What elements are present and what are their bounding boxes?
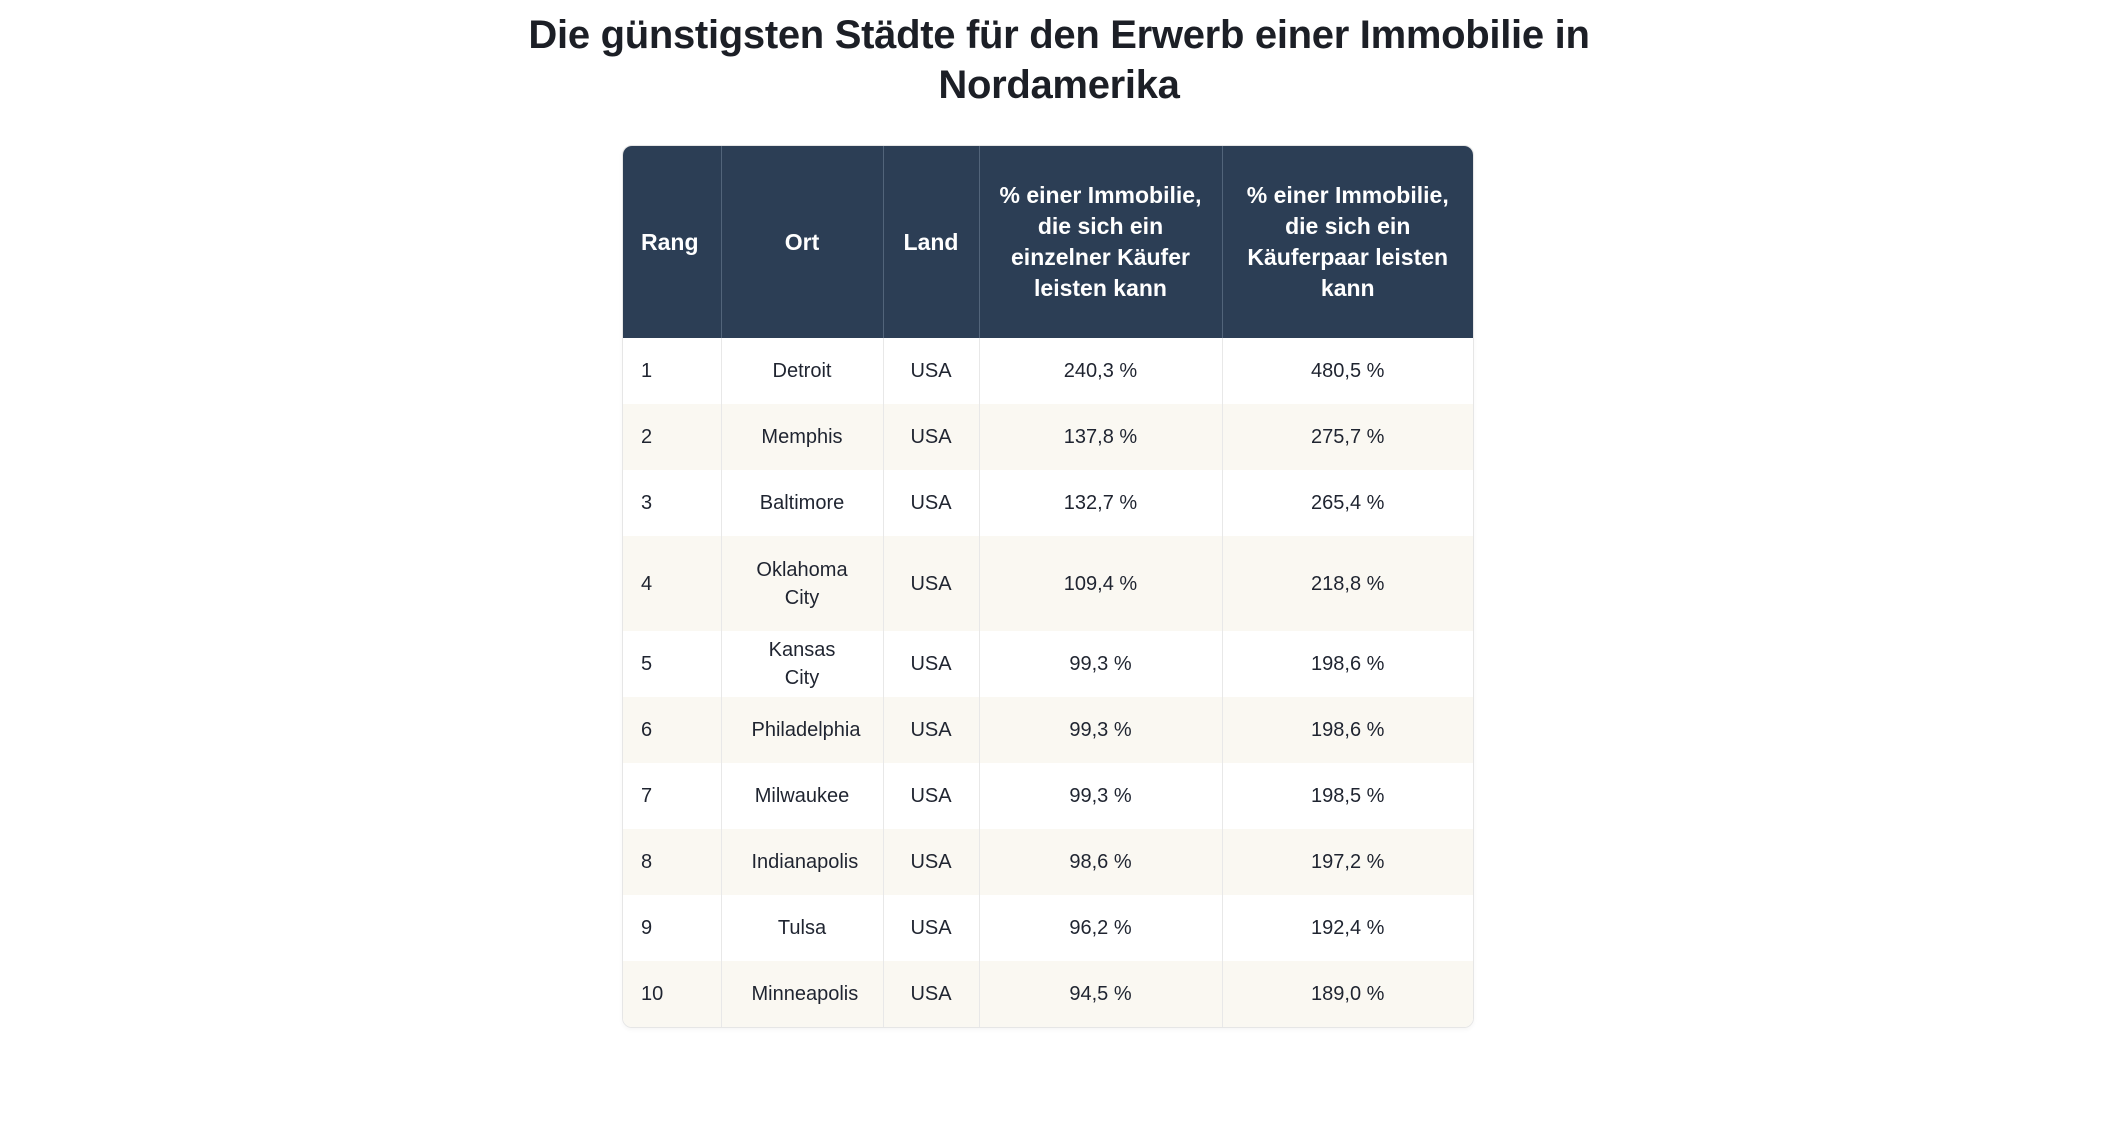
cell-country: USA	[883, 895, 980, 961]
cell-city: Indianapolis	[721, 829, 884, 895]
cell-couple: 480,5 %	[1311, 360, 1385, 382]
cell-country: USA	[883, 697, 980, 763]
table-row: 8 Indianapolis USA 98,6 % 197,2 %	[623, 829, 1473, 895]
cell-city: Tulsa	[721, 895, 884, 961]
cell-rank: 1	[623, 338, 722, 404]
cell-city: Philadelphia	[721, 697, 884, 763]
cell-country: USA	[883, 763, 980, 829]
cell-city: Kansas City	[721, 631, 884, 697]
cell-country: USA	[883, 631, 980, 697]
cell-single-buyer: 94,5 %	[979, 961, 1223, 1027]
cell-rank: 9	[623, 895, 722, 961]
cell-couple: 198,6 %	[1222, 697, 1473, 763]
table-row: 7 Milwaukee USA 99,3 % 198,5 %	[623, 763, 1473, 829]
cell-rank: 7	[623, 763, 722, 829]
cell-couple: 218,8 %	[1222, 536, 1473, 631]
cell-country: USA	[883, 536, 980, 631]
cell-country: USA	[883, 829, 980, 895]
cell-city: Baltimore	[721, 470, 884, 536]
cell-single-buyer: 109,4 %	[979, 536, 1223, 631]
cell-single-buyer: 132,7 %	[979, 470, 1223, 536]
cell-city: Detroit	[721, 338, 884, 404]
cell-city: Minneapolis	[721, 961, 884, 1027]
table-row: 10 Minneapolis USA 94,5 % 189,0 %	[623, 961, 1473, 1027]
cell-rank: 8	[623, 829, 722, 895]
header-country: Land	[883, 146, 980, 338]
cell-rank: 4	[623, 536, 722, 631]
cell-couple: 265,4 %	[1311, 492, 1385, 514]
header-city: Ort	[721, 146, 884, 338]
cell-rank: 5	[623, 631, 722, 697]
cell-couple: 192,4 %	[1311, 917, 1385, 939]
page-title: Die günstigsten Städte für den Erwerb ei…	[528, 13, 1590, 107]
table-row: 4 Oklahoma City USA 109,4 % 218,8 %	[623, 536, 1473, 631]
cell-single-buyer: 240,3 %	[979, 338, 1223, 404]
cell-rank: 10	[623, 961, 722, 1027]
cell-rank: 6	[623, 697, 722, 763]
cell-country: USA	[883, 338, 980, 404]
cell-single-buyer: 99,3 %	[979, 697, 1223, 763]
cell-single-buyer: 99,3 %	[979, 631, 1223, 697]
cell-couple: 197,2 %	[1222, 829, 1473, 895]
cell-rank: 3	[623, 470, 722, 536]
cell-country: USA	[883, 404, 980, 470]
cell-rank: 2	[623, 404, 722, 470]
cell-single-buyer: 98,6 %	[979, 829, 1223, 895]
table-row: 2 Memphis USA 137,8 % 275,7 %	[623, 404, 1473, 470]
affordability-table: Rang Ort Land % einer Immobilie, die sic…	[622, 145, 1474, 1028]
cell-city: Milwaukee	[721, 763, 884, 829]
cell-country: USA	[883, 470, 980, 536]
cell-couple: 189,0 %	[1222, 961, 1473, 1027]
table-header-row: Rang Ort Land % einer Immobilie, die sic…	[623, 146, 1473, 338]
table-row: 1 Detroit USA 240,3 % 480,5 %	[623, 338, 1473, 404]
cell-couple: 275,7 %	[1222, 404, 1473, 470]
cell-single-buyer: 137,8 %	[979, 404, 1223, 470]
header-rank: Rang	[623, 146, 722, 338]
cell-city: Memphis	[721, 404, 884, 470]
cell-single-buyer: 96,2 %	[979, 895, 1223, 961]
cell-country: USA	[883, 961, 980, 1027]
cell-couple: 198,6 %	[1311, 653, 1385, 675]
header-couple: % einer Immobilie, die sich ein Käuferpa…	[1222, 146, 1473, 338]
table-row: 5 Kansas City USA 99,3 % 198,6 %	[623, 631, 1473, 697]
cell-city: Oklahoma City	[721, 536, 884, 631]
table-row: 6 Philadelphia USA 99,3 % 198,6 %	[623, 697, 1473, 763]
cell-couple: 198,5 %	[1311, 785, 1385, 807]
cell-single-buyer: 99,3 %	[979, 763, 1223, 829]
table-row: 3 Baltimore USA 132,7 % 265,4 %	[623, 470, 1473, 536]
table-row: 9 Tulsa USA 96,2 % 192,4 %	[623, 895, 1473, 961]
header-single-buyer: % einer Immobilie, die sich ein einzelne…	[979, 146, 1223, 338]
